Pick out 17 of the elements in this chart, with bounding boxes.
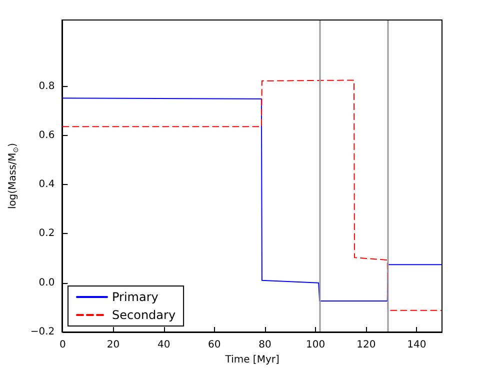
x-tick-label: 60 bbox=[208, 340, 221, 350]
x-tick-label: 0 bbox=[59, 340, 66, 350]
y-tick-label: 0.8 bbox=[38, 80, 55, 92]
x-tick-label: 20 bbox=[106, 340, 120, 350]
x-tick-label: 120 bbox=[356, 340, 376, 350]
legend-label: Secondary bbox=[112, 308, 176, 322]
y-tick-label: 0.0 bbox=[38, 277, 55, 288]
x-axis-title: Time [Myr] bbox=[224, 354, 280, 366]
x-tick-label: 100 bbox=[306, 340, 326, 350]
x-tick-label: 140 bbox=[407, 340, 426, 350]
legend-label: Primary bbox=[112, 290, 158, 304]
y-tick-label: 0.2 bbox=[38, 228, 55, 240]
x-tick-label: 80 bbox=[258, 340, 272, 350]
y-tick-label: 0.6 bbox=[38, 130, 55, 141]
y-tick-label: 0.4 bbox=[38, 179, 55, 190]
x-tick-label: 40 bbox=[157, 340, 170, 350]
y-tick-label: −0.2 bbox=[30, 326, 55, 338]
